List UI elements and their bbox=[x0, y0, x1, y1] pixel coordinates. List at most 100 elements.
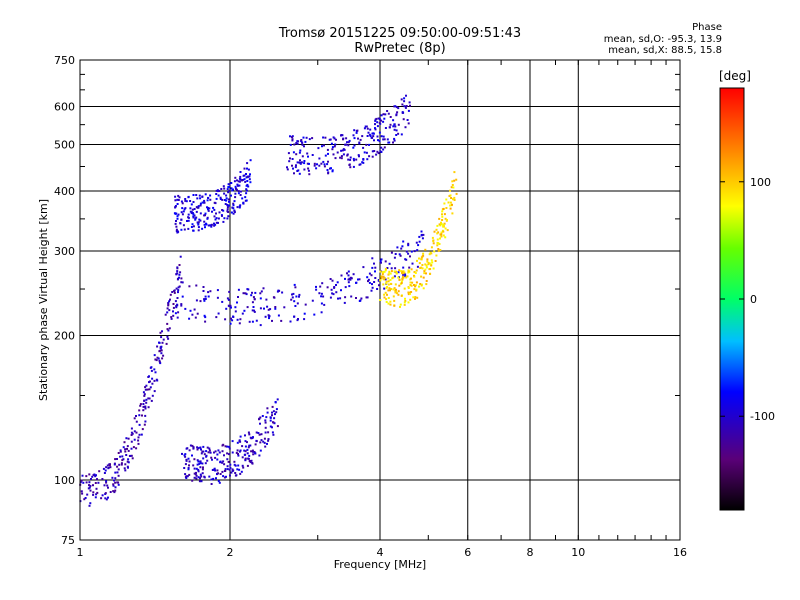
scatter-point bbox=[262, 440, 265, 443]
scatter-point bbox=[348, 163, 351, 166]
scatter-point bbox=[155, 359, 158, 362]
scatter-point bbox=[186, 475, 189, 478]
scatter-point bbox=[201, 227, 204, 230]
scatter-point bbox=[239, 449, 242, 452]
scatter-point bbox=[145, 398, 148, 401]
scatter-point bbox=[213, 215, 216, 218]
scatter-point bbox=[397, 132, 400, 135]
scatter-point bbox=[233, 200, 236, 203]
scatter-point bbox=[245, 293, 248, 296]
scatter-point bbox=[199, 462, 202, 464]
scatter-point bbox=[176, 304, 179, 307]
scatter-point bbox=[161, 330, 163, 333]
scatter-point bbox=[393, 139, 396, 142]
scatter-point bbox=[114, 471, 117, 474]
scatter-point bbox=[386, 267, 389, 269]
scatter-point bbox=[341, 134, 344, 137]
scatter-point bbox=[442, 230, 445, 233]
scatter-point bbox=[213, 222, 215, 225]
scatter-point bbox=[389, 279, 392, 281]
scatter-point bbox=[420, 284, 423, 287]
scatter-point bbox=[142, 409, 145, 412]
scatter-point bbox=[137, 439, 140, 442]
scatter-point bbox=[232, 207, 235, 210]
scatter-point bbox=[353, 137, 356, 140]
scatter-point bbox=[409, 281, 412, 284]
scatter-point bbox=[166, 335, 169, 338]
scatter-point bbox=[346, 154, 349, 157]
scatter-point bbox=[243, 453, 246, 456]
scatter-point bbox=[179, 255, 182, 258]
scatter-point bbox=[415, 241, 418, 244]
scatter-point bbox=[249, 436, 252, 439]
scatter-point bbox=[334, 157, 337, 160]
scatter-point bbox=[229, 474, 231, 477]
scatter-point bbox=[398, 284, 401, 287]
scatter-point bbox=[322, 295, 325, 298]
scatter-point bbox=[180, 304, 183, 307]
scatter-point bbox=[130, 434, 133, 436]
scatter-point bbox=[151, 382, 154, 385]
scatter-point bbox=[433, 230, 436, 233]
scatter-point bbox=[438, 223, 441, 226]
scatter-point bbox=[349, 278, 352, 281]
scatter-point bbox=[255, 431, 258, 434]
scatter-point bbox=[215, 217, 218, 220]
scatter-point bbox=[102, 467, 105, 470]
scatter-point bbox=[400, 247, 403, 250]
scatter-point bbox=[176, 266, 179, 269]
scatter-point bbox=[392, 119, 395, 122]
scatter-point bbox=[246, 288, 249, 291]
scatter-point bbox=[383, 277, 386, 280]
scatter-point bbox=[271, 411, 273, 414]
scatter-point bbox=[206, 217, 209, 220]
scatter-point bbox=[245, 188, 248, 191]
scatter-point bbox=[363, 151, 366, 154]
scatter-point bbox=[239, 472, 242, 475]
scatter-point bbox=[204, 212, 207, 215]
scatter-point bbox=[83, 498, 86, 501]
scatter-point bbox=[153, 368, 156, 371]
scatter-point bbox=[189, 200, 192, 202]
scatter-point bbox=[264, 315, 267, 318]
scatter-point bbox=[138, 409, 141, 412]
scatter-point bbox=[238, 177, 241, 180]
scatter-point bbox=[409, 284, 412, 286]
scatter-point bbox=[349, 158, 352, 161]
scatter-point bbox=[184, 207, 187, 210]
scatter-point bbox=[127, 449, 130, 452]
scatter-point bbox=[202, 466, 204, 469]
scatter-point bbox=[308, 162, 310, 165]
scatter-point bbox=[383, 296, 386, 299]
scatter-point bbox=[368, 155, 371, 158]
scatter-point bbox=[428, 253, 431, 256]
scatter-point bbox=[299, 162, 302, 165]
scatter-point bbox=[453, 196, 456, 199]
scatter-point bbox=[440, 233, 443, 236]
scatter-point bbox=[182, 224, 185, 227]
scatter-point bbox=[432, 242, 435, 245]
scatter-point bbox=[232, 202, 235, 205]
y-tick-label: 100 bbox=[54, 474, 75, 487]
scatter-point bbox=[403, 287, 406, 290]
scatter-point bbox=[400, 98, 403, 101]
scatter-point bbox=[116, 471, 119, 474]
scatter-point bbox=[204, 193, 207, 196]
scatter-point bbox=[209, 451, 212, 454]
scatter-point bbox=[112, 483, 115, 486]
scatter-point bbox=[383, 293, 386, 296]
scatter-point bbox=[225, 194, 228, 197]
scatter-point bbox=[117, 481, 119, 484]
scatter-point bbox=[228, 189, 231, 192]
scatter-point bbox=[440, 231, 443, 234]
scatter-point bbox=[372, 135, 375, 138]
scatter-point bbox=[175, 306, 178, 309]
scatter-point bbox=[276, 398, 279, 401]
scatter-point bbox=[179, 222, 182, 225]
scatter-point bbox=[423, 270, 426, 272]
scatter-point bbox=[233, 463, 236, 466]
scatter-point bbox=[421, 267, 424, 270]
scatter-point bbox=[176, 203, 179, 205]
scatter-point bbox=[151, 394, 154, 397]
scatter-point bbox=[246, 189, 248, 192]
